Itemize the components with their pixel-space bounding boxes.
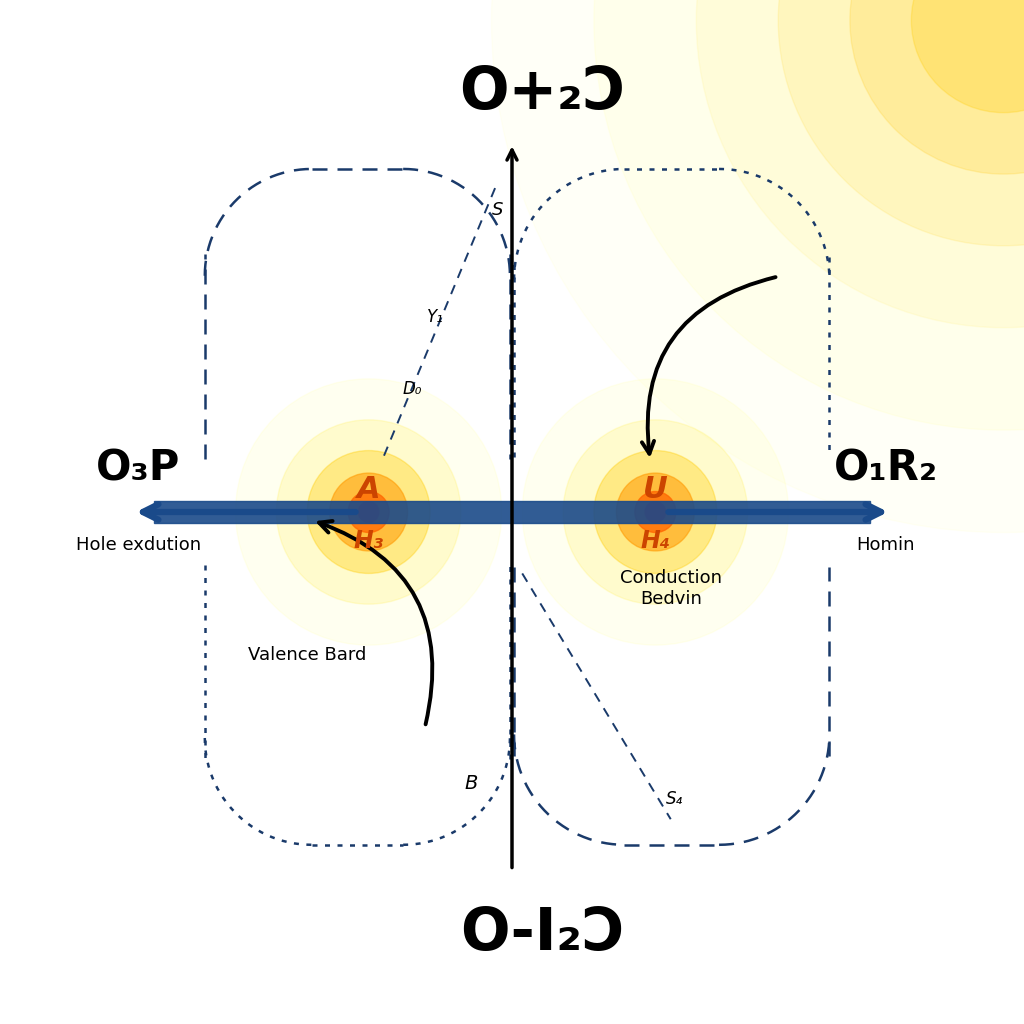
- Circle shape: [635, 492, 676, 532]
- Text: O+₂Ɔ: O+₂Ɔ: [460, 63, 626, 121]
- Circle shape: [492, 0, 1024, 532]
- Circle shape: [563, 420, 748, 604]
- Text: A: A: [356, 475, 381, 504]
- Circle shape: [236, 379, 502, 645]
- Text: B: B: [464, 774, 478, 793]
- Text: O₁R₂: O₁R₂: [834, 447, 938, 490]
- Circle shape: [348, 492, 389, 532]
- Text: D₀: D₀: [402, 380, 422, 398]
- Circle shape: [358, 502, 379, 522]
- Circle shape: [276, 420, 461, 604]
- Text: S₄: S₄: [666, 790, 683, 808]
- Circle shape: [778, 0, 1024, 246]
- Text: Y₁: Y₁: [427, 308, 443, 327]
- Text: O₃P: O₃P: [96, 447, 180, 490]
- Circle shape: [522, 379, 788, 645]
- Circle shape: [911, 0, 1024, 113]
- Circle shape: [594, 451, 717, 573]
- Text: H₃: H₃: [353, 528, 384, 553]
- Circle shape: [696, 0, 1024, 328]
- Bar: [154, 501, 870, 523]
- Circle shape: [330, 473, 408, 551]
- Text: S: S: [492, 201, 503, 219]
- Circle shape: [616, 473, 694, 551]
- Circle shape: [850, 0, 1024, 174]
- Circle shape: [645, 502, 666, 522]
- Text: H₄: H₄: [640, 528, 671, 553]
- Circle shape: [307, 451, 430, 573]
- Text: Conduction
Bedvin: Conduction Bedvin: [620, 569, 722, 608]
- Circle shape: [594, 0, 1024, 430]
- Text: Homin: Homin: [856, 536, 915, 554]
- Text: O-I₂Ɔ: O-I₂Ɔ: [460, 905, 626, 963]
- Text: U: U: [643, 475, 668, 504]
- Text: Hole exdution: Hole exdution: [76, 536, 201, 554]
- Text: Valence Bard: Valence Bard: [248, 646, 367, 665]
